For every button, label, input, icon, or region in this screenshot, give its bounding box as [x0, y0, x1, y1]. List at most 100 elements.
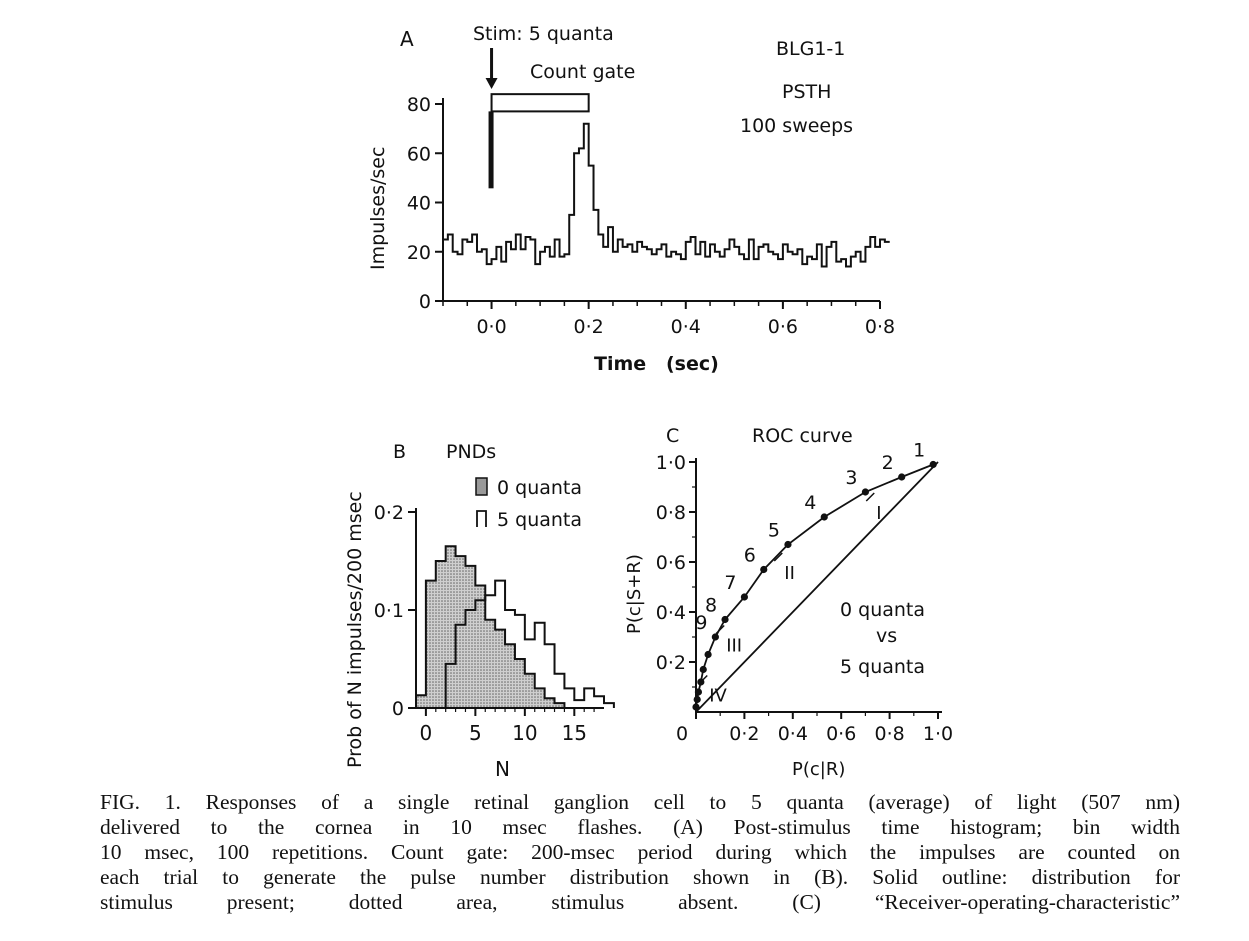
c-annotation-line1: 0 quanta: [840, 599, 925, 621]
roc-mark-tick: [715, 624, 725, 635]
figure-caption: FIG. 1. Responses of a single retinal ga…: [100, 790, 1180, 915]
roc-point: [699, 665, 707, 674]
roc-point-label: 9: [695, 612, 707, 634]
cell-id-label: BLG1-1: [776, 38, 845, 60]
roc-point: [784, 540, 792, 549]
legend-5-quanta: 5 quanta: [497, 509, 582, 531]
roc-roman-label: II: [784, 563, 795, 584]
sweeps-label: 100 sweeps: [740, 115, 853, 137]
roc-point: [929, 460, 937, 469]
a-xtick-label: 0·0: [476, 316, 506, 338]
roc-point: [711, 633, 719, 641]
b-ytick-label: 0: [392, 698, 404, 720]
psth-histogram: [443, 122, 890, 268]
a-ytick-label: 40: [407, 193, 431, 215]
a-xtick-label: 0·2: [574, 316, 604, 338]
roc-point-label: 2: [882, 452, 894, 474]
c-xtick-label: 0: [676, 723, 688, 745]
roc-mark-tick: [865, 492, 875, 502]
pnd-0-quanta: [415, 545, 566, 708]
b-xlabel: N: [495, 757, 510, 781]
c-ytick-label: 0·4: [656, 602, 686, 624]
caption-line: each trial to generate the pulse number …: [100, 865, 1180, 889]
stim-arrowhead: [485, 78, 498, 89]
c-xtick-label: 0·6: [826, 723, 856, 745]
roc-roman-label: IV: [709, 686, 727, 707]
caption-line: stimulus present; dotted area, stimulus …: [100, 890, 1180, 914]
roc-roman-label: III: [726, 636, 742, 657]
caption-line: FIG. 1. Responses of a single retinal ga…: [100, 790, 1180, 814]
c-ticks: 0 0·2 0·4 0·6 0·8 1·0 0·2 0·4 0·6 0·8 1·0: [656, 452, 953, 745]
figure-canvas: A Stim: 5 quanta Count gate BLG1-1 PSTH …: [344, 23, 953, 781]
c-annotation-line2: vs: [876, 625, 897, 647]
b-xtick-label: 0: [420, 721, 433, 745]
c-xlabel: P(c|R): [792, 759, 845, 780]
b-xtick-label: 15: [562, 721, 587, 745]
legend-0-quanta: 0 quanta: [497, 477, 582, 499]
roc-point-label: 5: [768, 520, 780, 542]
c-xtick-label: 0·8: [874, 723, 904, 745]
caption-line: 10 msec, 100 repetitions. Count gate: 20…: [100, 840, 1180, 864]
b-ylabel: Prob of N impulses/200 msec: [344, 491, 366, 768]
roc-mark-tick: [698, 674, 708, 685]
roc-point-label: 4: [804, 492, 816, 514]
b-ticks: 0 5 10 15 0 0·1 0·2: [374, 502, 595, 745]
legend-swatch-5-quanta: [476, 510, 487, 527]
panel-b-letter: B: [393, 441, 406, 463]
a-xtick-label: 0·8: [865, 316, 895, 338]
count-gate-label: Count gate: [530, 61, 635, 83]
c-ytick-label: 0·8: [656, 502, 686, 524]
roc-point: [704, 650, 712, 659]
chance-diagonal: [695, 461, 939, 713]
roc-point: [694, 688, 703, 696]
panel-a-letter: A: [400, 27, 414, 51]
count-gate-bar: [490, 93, 590, 113]
b-title: PNDs: [446, 441, 496, 463]
c-ytick-label: 0·2: [656, 652, 686, 674]
a-ytick-label: 0: [419, 291, 431, 313]
c-xtick-label: 0·4: [778, 723, 808, 745]
c-ytick-label: 0·6: [656, 552, 686, 574]
c-annotation-line3: 5 quanta: [840, 656, 925, 678]
a-ytick-label: 80: [407, 94, 431, 116]
b-axes: [415, 508, 604, 709]
c-ytick-label: 1·0: [656, 452, 686, 474]
roc-point-label: 8: [705, 595, 717, 617]
a-ylabel: Impulses/sec: [367, 147, 389, 270]
roc-point: [721, 615, 729, 624]
b-ytick-label: 0·2: [374, 502, 404, 524]
caption-line: delivered to the cornea in 10 msec flash…: [100, 815, 1180, 839]
roc-point-label: 1: [913, 440, 925, 462]
panel-b: B PNDs 0 quanta 5 quanta Prob of N impul…: [344, 441, 615, 781]
b-histograms: [415, 545, 615, 709]
panel-c: C ROC curve P(c|S+R) P(c|R) 0 quanta vs …: [624, 425, 953, 780]
roc-point: [692, 703, 700, 711]
legend-swatch-0-quanta: [475, 477, 488, 496]
roc-mark-tick: [773, 552, 783, 562]
stim-marker: [488, 111, 494, 189]
stim-label: Stim: 5 quanta: [473, 23, 614, 45]
a-ytick-label: 60: [407, 143, 431, 165]
a-xtick-label: 0·4: [671, 316, 701, 338]
roc-point: [760, 565, 768, 574]
a-xtick-label: 0·6: [768, 316, 798, 338]
c-xtick-label: 0·2: [729, 723, 759, 745]
c-ylabel: P(c|S+R): [624, 554, 645, 634]
roc-point: [693, 695, 701, 704]
panel-a: A Stim: 5 quanta Count gate BLG1-1 PSTH …: [367, 23, 895, 375]
panel-c-letter: C: [666, 425, 679, 447]
c-title: ROC curve: [752, 425, 853, 447]
roc-point: [820, 513, 828, 521]
roc-point: [740, 593, 749, 601]
roc-point-label: 6: [744, 545, 756, 567]
roc-point: [898, 473, 906, 481]
a-ticks: 0·0 0·2 0·4 0·6 0·8 0 20 40 60 80: [407, 94, 895, 338]
a-ytick-label: 20: [407, 242, 431, 264]
count-gate: [485, 48, 590, 189]
roc-roman-label: I: [876, 503, 881, 524]
pnd-5-quanta: [435, 579, 615, 709]
b-xtick-label: 5: [469, 721, 482, 745]
b-ytick-label: 0·1: [374, 600, 404, 622]
c-xtick-label: 1·0: [923, 723, 953, 745]
